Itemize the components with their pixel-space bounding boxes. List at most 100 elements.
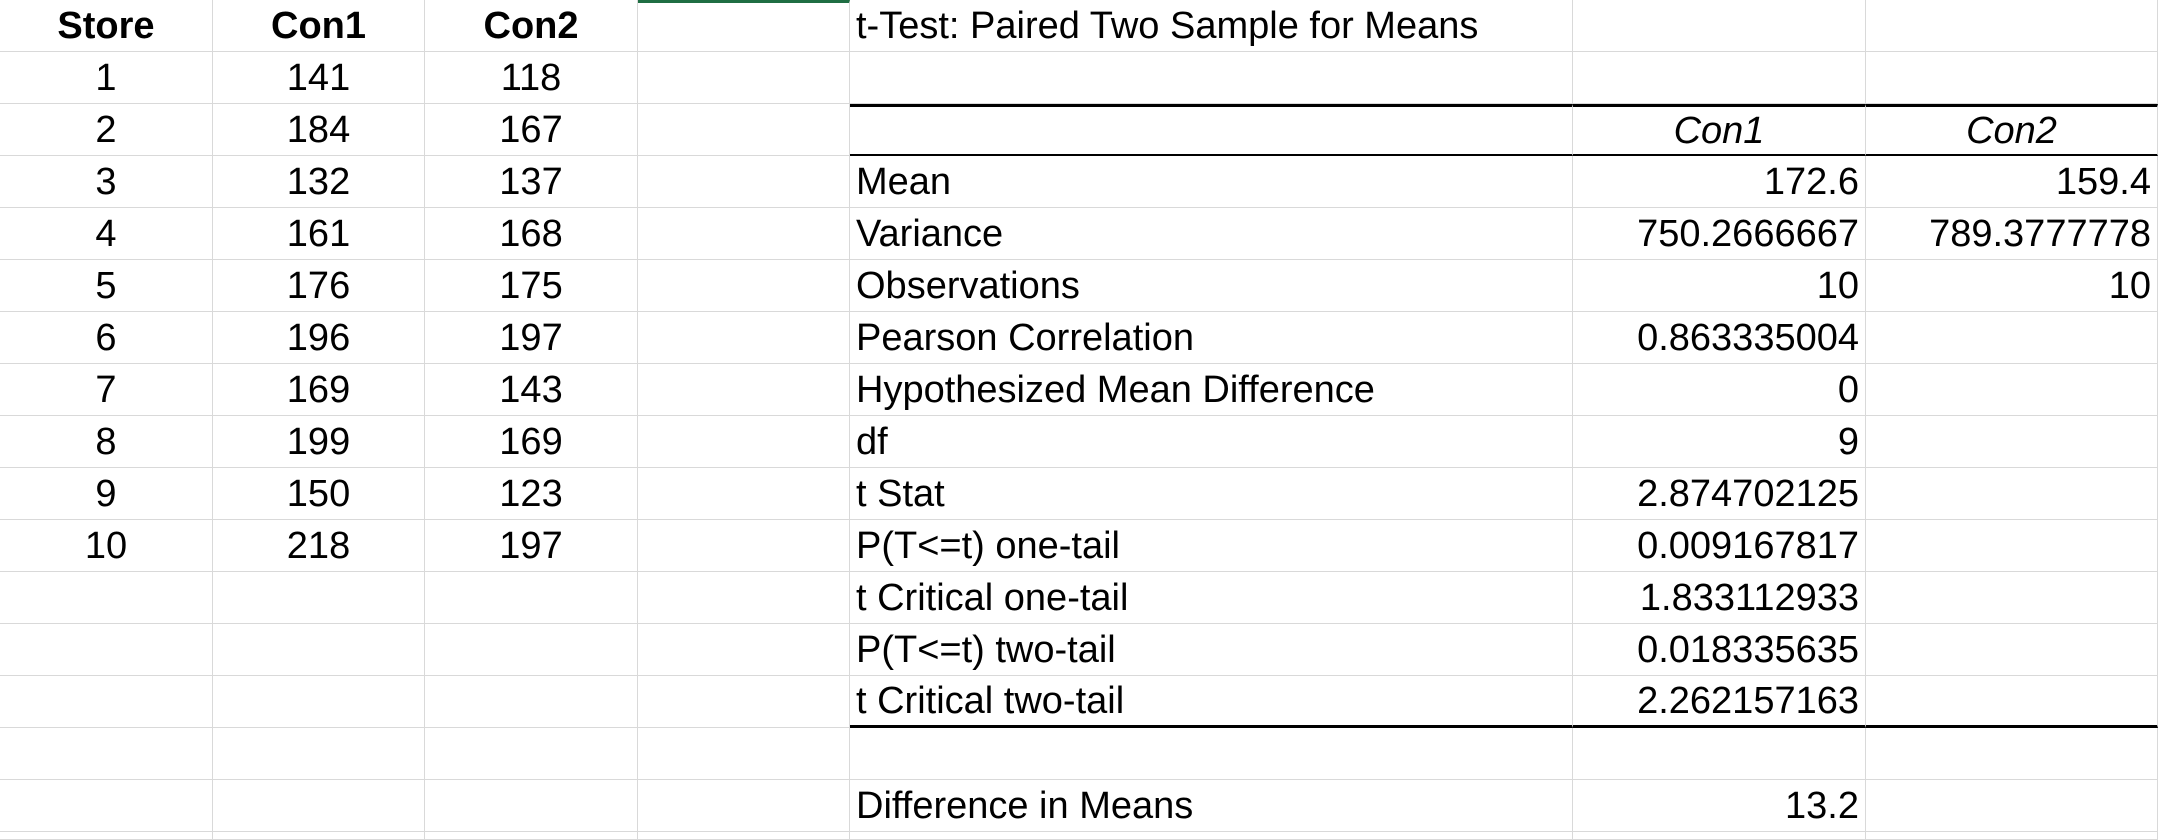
stat-label-mean[interactable]: Mean <box>850 156 1573 208</box>
cell-r8-c4[interactable] <box>638 364 850 416</box>
stat-con2-t-stat[interactable] <box>1866 468 2158 520</box>
stat-con2-pearson-correlation[interactable] <box>1866 312 2158 364</box>
stat-label-p-t-t-two-tail[interactable]: P(T<=t) two-tail <box>850 624 1573 676</box>
cell-r17-c1[interactable] <box>0 832 213 840</box>
stat-con2-t-critical-two-tail[interactable] <box>1866 676 2158 728</box>
data-con2-row-6[interactable]: 197 <box>425 312 638 364</box>
stat-con1-t-critical-two-tail[interactable]: 2.262157163 <box>1573 676 1866 728</box>
cell-r3-c4[interactable] <box>638 104 850 156</box>
cell-r1-c6[interactable] <box>1573 0 1866 52</box>
data-store-row-10[interactable]: 10 <box>0 520 213 572</box>
cell-r2-c7[interactable] <box>1866 52 2158 104</box>
data-con2-row-3[interactable]: 137 <box>425 156 638 208</box>
cell-r1-c7[interactable] <box>1866 0 2158 52</box>
cell-r15-c7[interactable] <box>1866 728 2158 780</box>
stat-con1-p-t-t-one-tail[interactable]: 0.009167817 <box>1573 520 1866 572</box>
stat-label-hypothesized-mean-difference[interactable]: Hypothesized Mean Difference <box>850 364 1573 416</box>
data-store-row-9[interactable]: 9 <box>0 468 213 520</box>
cell-r16-c4[interactable] <box>638 780 850 832</box>
stat-con2-p-t-t-one-tail[interactable] <box>1866 520 2158 572</box>
cell-r14-c3[interactable] <box>425 676 638 728</box>
cell-r6-c4[interactable] <box>638 260 850 312</box>
data-con2-row-5[interactable]: 175 <box>425 260 638 312</box>
stat-con1-hypothesized-mean-difference[interactable]: 0 <box>1573 364 1866 416</box>
cell-r9-c4[interactable] <box>638 416 850 468</box>
cell-r15-c1[interactable] <box>0 728 213 780</box>
cell-r17-c5[interactable] <box>850 832 1573 840</box>
stat-label-t-critical-two-tail[interactable]: t Critical two-tail <box>850 676 1573 728</box>
cell-r2-c4[interactable] <box>638 52 850 104</box>
data-con2-row-8[interactable]: 169 <box>425 416 638 468</box>
cell-r10-c4[interactable] <box>638 468 850 520</box>
header-con1[interactable]: Con1 <box>213 0 425 52</box>
data-con1-row-3[interactable]: 132 <box>213 156 425 208</box>
difference-value[interactable]: 13.2 <box>1573 780 1866 832</box>
cell-r12-c1[interactable] <box>0 572 213 624</box>
stat-label-observations[interactable]: Observations <box>850 260 1573 312</box>
cell-r14-c2[interactable] <box>213 676 425 728</box>
data-store-row-2[interactable]: 2 <box>0 104 213 156</box>
cell-r15-c6[interactable] <box>1573 728 1866 780</box>
stat-label-variance[interactable]: Variance <box>850 208 1573 260</box>
selected-cell[interactable] <box>638 0 850 52</box>
stat-con2-variance[interactable]: 789.3777778 <box>1866 208 2158 260</box>
data-store-row-6[interactable]: 6 <box>0 312 213 364</box>
cell-r16-c2[interactable] <box>213 780 425 832</box>
cell-r17-c3[interactable] <box>425 832 638 840</box>
stat-label-pearson-correlation[interactable]: Pearson Correlation <box>850 312 1573 364</box>
cell-r3-c5[interactable] <box>850 104 1573 156</box>
data-store-row-7[interactable]: 7 <box>0 364 213 416</box>
cell-r5-c4[interactable] <box>638 208 850 260</box>
analysis-col-header-con2[interactable]: Con2 <box>1866 104 2158 156</box>
data-con1-row-1[interactable]: 141 <box>213 52 425 104</box>
data-con1-row-7[interactable]: 169 <box>213 364 425 416</box>
cell-r15-c3[interactable] <box>425 728 638 780</box>
cell-r15-c4[interactable] <box>638 728 850 780</box>
data-store-row-5[interactable]: 5 <box>0 260 213 312</box>
cell-r17-c7[interactable] <box>1866 832 2158 840</box>
cell-r16-c7[interactable] <box>1866 780 2158 832</box>
cell-r14-c1[interactable] <box>0 676 213 728</box>
data-con1-row-2[interactable]: 184 <box>213 104 425 156</box>
data-con2-row-1[interactable]: 118 <box>425 52 638 104</box>
data-con2-row-10[interactable]: 197 <box>425 520 638 572</box>
data-store-row-8[interactable]: 8 <box>0 416 213 468</box>
data-con2-row-9[interactable]: 123 <box>425 468 638 520</box>
stat-con1-variance[interactable]: 750.2666667 <box>1573 208 1866 260</box>
cell-r16-c1[interactable] <box>0 780 213 832</box>
cell-r11-c4[interactable] <box>638 520 850 572</box>
stat-con2-p-t-t-two-tail[interactable] <box>1866 624 2158 676</box>
data-con1-row-8[interactable]: 199 <box>213 416 425 468</box>
data-con2-row-4[interactable]: 168 <box>425 208 638 260</box>
cell-r2-c5[interactable] <box>850 52 1573 104</box>
cell-r12-c2[interactable] <box>213 572 425 624</box>
stat-con2-hypothesized-mean-difference[interactable] <box>1866 364 2158 416</box>
stat-label-p-t-t-one-tail[interactable]: P(T<=t) one-tail <box>850 520 1573 572</box>
stat-con1-mean[interactable]: 172.6 <box>1573 156 1866 208</box>
cell-r17-c4[interactable] <box>638 832 850 840</box>
data-con1-row-6[interactable]: 196 <box>213 312 425 364</box>
cell-r13-c2[interactable] <box>213 624 425 676</box>
stat-label-t-stat[interactable]: t Stat <box>850 468 1573 520</box>
cell-r15-c5[interactable] <box>850 728 1573 780</box>
data-store-row-3[interactable]: 3 <box>0 156 213 208</box>
cell-r15-c2[interactable] <box>213 728 425 780</box>
difference-label[interactable]: Difference in Means <box>850 780 1573 832</box>
data-store-row-1[interactable]: 1 <box>0 52 213 104</box>
header-store[interactable]: Store <box>0 0 213 52</box>
cell-r14-c4[interactable] <box>638 676 850 728</box>
cell-r4-c4[interactable] <box>638 156 850 208</box>
data-con1-row-4[interactable]: 161 <box>213 208 425 260</box>
data-con1-row-9[interactable]: 150 <box>213 468 425 520</box>
stat-con2-t-critical-one-tail[interactable] <box>1866 572 2158 624</box>
stat-con1-t-critical-one-tail[interactable]: 1.833112933 <box>1573 572 1866 624</box>
cell-r13-c3[interactable] <box>425 624 638 676</box>
cell-r16-c3[interactable] <box>425 780 638 832</box>
stat-con2-observations[interactable]: 10 <box>1866 260 2158 312</box>
stat-con2-mean[interactable]: 159.4 <box>1866 156 2158 208</box>
cell-r17-c2[interactable] <box>213 832 425 840</box>
data-con1-row-10[interactable]: 218 <box>213 520 425 572</box>
cell-r13-c4[interactable] <box>638 624 850 676</box>
cell-r13-c1[interactable] <box>0 624 213 676</box>
